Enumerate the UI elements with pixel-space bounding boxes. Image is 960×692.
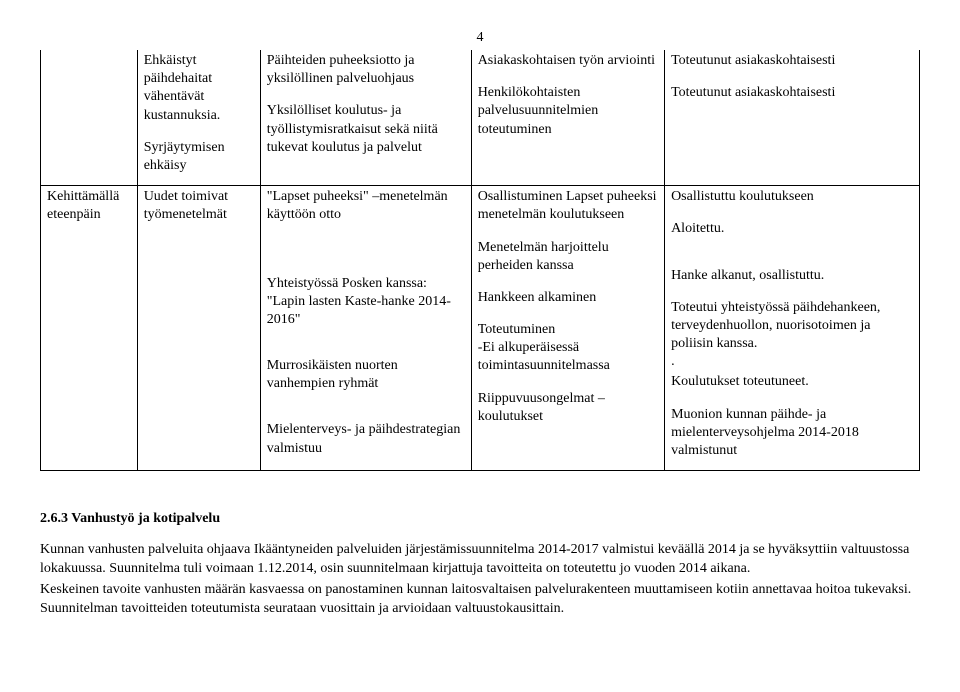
cell-text: Mielenterveys- ja päihdestrategian valmi… (267, 421, 465, 457)
cell-text: Riippuvuusongelmat – koulutukset (478, 390, 658, 426)
cell-text: Koulutukset toteutuneet. (671, 373, 913, 391)
cell-blank (41, 50, 138, 186)
cell-text: Muonion kunnan päihde- ja mielenterveyso… (671, 406, 913, 461)
cell-text: Hankkeen alkaminen (478, 289, 658, 307)
cell: Toteutunut asiakaskohtaisesti Toteutunut… (665, 50, 920, 186)
body-text: Kunnan vanhusten palveluita ohjaava Ikää… (40, 541, 920, 619)
cell-text: Toteutuminen -Ei alkuperäisessä toiminta… (478, 321, 658, 376)
cell-text: Asiakaskohtaisen työn arviointi (478, 52, 658, 70)
cell-text: Syrjäytymisen ehkäisy (144, 139, 254, 175)
cell: Uudet toimivat työmenetelmät (137, 186, 260, 471)
cell-text: Ehkäistyt päihdehaitat vähentävät kustan… (144, 52, 254, 125)
cell: Osallistuminen Lapset puheeksi menetelmä… (471, 186, 664, 471)
table-row: Kehittämällä eteenpäin Uudet toimivat ty… (41, 186, 920, 471)
paragraph: Kunnan vanhusten palveluita ohjaava Ikää… (40, 541, 920, 579)
cell: "Lapset puheeksi" –menetelmän käyttöön o… (260, 186, 471, 471)
cell-text: Aloitettu. (671, 220, 913, 238)
cell: Kehittämällä eteenpäin (41, 186, 138, 471)
cell-text: Henkilökohtaisten palvelusuunnitelmien t… (478, 84, 658, 139)
cell-text: Toteutui yhteistyössä päihdehankeen, ter… (671, 299, 913, 372)
cell-text: Yksilölliset koulutus- ja työllistymisra… (267, 102, 465, 157)
cell-text: Toteutunut asiakaskohtaisesti (671, 52, 913, 70)
cell: Ehkäistyt päihdehaitat vähentävät kustan… (137, 50, 260, 186)
cell-text: Osallistuminen Lapset puheeksi menetelmä… (478, 188, 658, 224)
section-heading: 2.6.3 Vanhustyö ja kotipalvelu (40, 511, 920, 527)
cell-text: Menetelmän harjoittelu perheiden kanssa (478, 239, 658, 275)
cell-text: Osallistuttu koulutukseen (671, 188, 913, 206)
cell-text: Toteutunut asiakaskohtaisesti (671, 84, 913, 102)
page-number: 4 (40, 30, 920, 46)
cell-text: Uudet toimivat työmenetelmät (144, 188, 254, 224)
table-row: Ehkäistyt päihdehaitat vähentävät kustan… (41, 50, 920, 186)
cell: Osallistuttu koulutukseen Aloitettu. Han… (665, 186, 920, 471)
cell: Päihteiden puheeksiotto ja yksilöllinen … (260, 50, 471, 186)
paragraph: Keskeinen tavoite vanhusten määrän kasva… (40, 581, 920, 619)
cell-text: "Lapset puheeksi" –menetelmän käyttöön o… (267, 188, 465, 224)
cell-text: Hanke alkanut, osallistuttu. (671, 267, 913, 285)
cell-text: Päihteiden puheeksiotto ja yksilöllinen … (267, 52, 465, 88)
content-table: Ehkäistyt päihdehaitat vähentävät kustan… (40, 50, 920, 471)
cell: Asiakaskohtaisen työn arviointi Henkilök… (471, 50, 664, 186)
cell-text: Murrosikäisten nuorten vanhempien ryhmät (267, 357, 465, 393)
cell-text: Kehittämällä eteenpäin (47, 188, 131, 224)
cell-text: Yhteistyössä Posken kanssa: "Lapin laste… (267, 275, 465, 330)
